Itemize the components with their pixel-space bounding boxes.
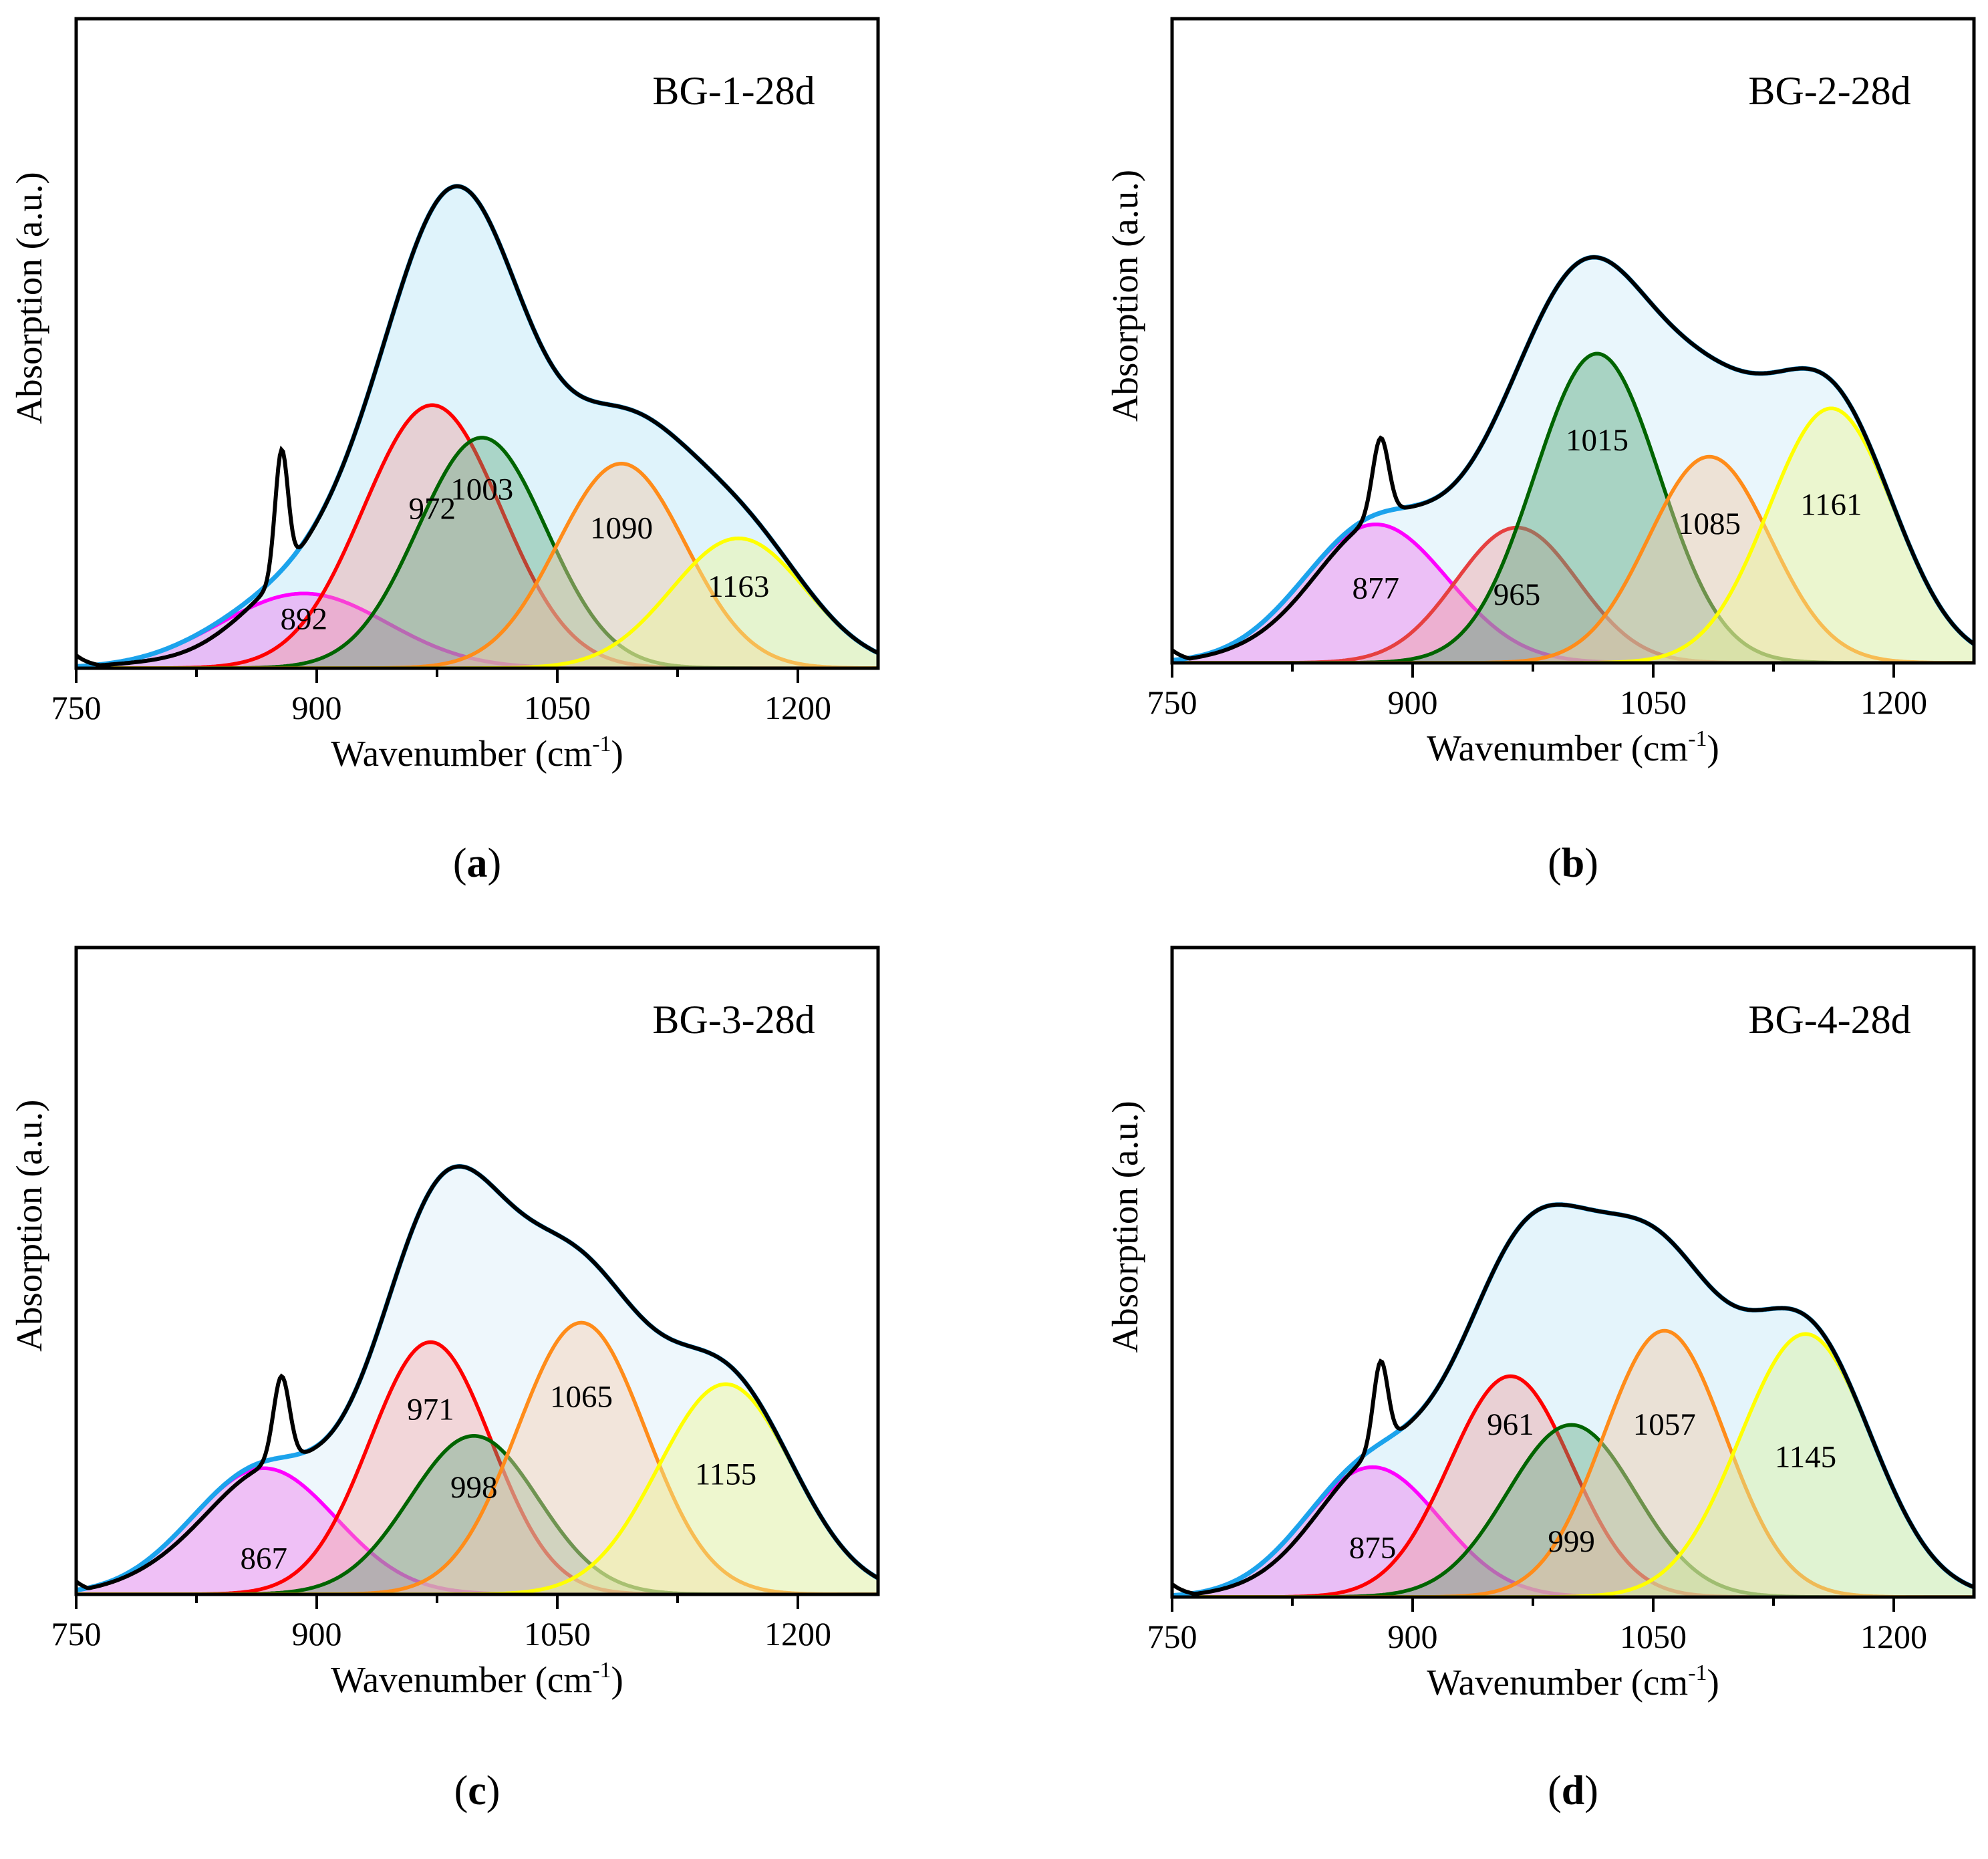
plot-frame: [74, 17, 880, 670]
x-tick-label: 900: [1388, 684, 1438, 721]
peak-fill-867: [76, 1468, 878, 1594]
sample-label: BG-4-28d: [1748, 998, 1910, 1042]
panel-caption: (d): [1548, 1768, 1598, 1814]
peak-label-1090: 1090: [590, 511, 653, 546]
peak-label-1057: 1057: [1633, 1407, 1696, 1442]
panel-caption: (b): [1548, 841, 1598, 886]
peak-fill-1161: [1172, 408, 1974, 663]
x-tick-label: 1200: [1860, 1618, 1927, 1655]
x-tick-label: 1050: [524, 1615, 591, 1653]
y-axis-title: Absorption (a.u.): [1105, 170, 1145, 422]
peak-label-892: 892: [281, 602, 328, 637]
panel-b: 877 965 1015 1085 1161 750 900 1050 1200 Wavenumb…: [1105, 17, 1976, 886]
x-tick-label: 750: [1147, 684, 1197, 721]
peak-fill-1090: [76, 463, 878, 668]
peak-label-875: 875: [1349, 1531, 1397, 1566]
envelope-fill: [1172, 257, 1974, 663]
y-axis-title: Absorption (a.u.): [1105, 1101, 1145, 1352]
peak-label-961: 961: [1487, 1407, 1534, 1442]
x-tick-label: 750: [51, 1615, 102, 1653]
peak-label-1161: 1161: [1800, 487, 1862, 522]
x-tick-label: 1200: [1860, 684, 1927, 721]
x-tick-label: 900: [292, 1615, 342, 1653]
x-axis-title: Wavenumber (cm-1): [1427, 1661, 1719, 1703]
x-tick-label: 900: [292, 689, 342, 726]
peak-fill-1057: [1172, 1330, 1974, 1597]
peak-label-999: 999: [1548, 1524, 1595, 1559]
peak-fill-877: [1172, 524, 1974, 663]
peak-label-867: 867: [241, 1541, 288, 1576]
panel-d: 875 961 999 1057 1145 750 900 1050 1200 Wavenumbe…: [1105, 946, 1976, 1814]
x-axis-title: Wavenumber (cm-1): [1427, 726, 1719, 768]
x-tick-label: 1200: [764, 689, 831, 726]
y-axis-title: Absorption (a.u.): [9, 1100, 49, 1352]
x-axis-title: Wavenumber (cm-1): [331, 1658, 623, 1700]
sample-label: BG-2-28d: [1748, 69, 1910, 113]
experimental-curve: [76, 184, 878, 668]
peak-label-1145: 1145: [1775, 1440, 1836, 1475]
peak-label-1085: 1085: [1678, 507, 1741, 541]
peak-fill-1145: [1172, 1334, 1974, 1597]
x-tick-label: 750: [1147, 1618, 1197, 1655]
peak-label-1155: 1155: [695, 1457, 756, 1491]
peak-label-965: 965: [1494, 577, 1541, 612]
peak-fill-971: [76, 1342, 878, 1594]
peak-fill-972: [76, 405, 878, 668]
x-tick-label: 1200: [764, 1615, 831, 1653]
x-tick-label: 900: [1388, 1618, 1438, 1655]
peak-label-1003: 1003: [450, 472, 513, 507]
peak-curve-1085: [1172, 454, 1974, 663]
peak-fill-1085: [1172, 456, 1974, 663]
peak-fill-1155: [76, 1384, 878, 1594]
peak-curve-1057: [1172, 1328, 1974, 1597]
x-tick-label: 1050: [1620, 684, 1687, 721]
peak-curve-1090: [76, 462, 878, 668]
peak-curve-1065: [76, 1320, 878, 1594]
sample-label: BG-1-28d: [652, 69, 815, 113]
peak-fill-1003: [76, 437, 878, 668]
plot-frame: [74, 946, 880, 1596]
envelope-fill: [1172, 1204, 1974, 1597]
plot-area: [76, 1163, 878, 1594]
peak-label-1015: 1015: [1566, 423, 1628, 458]
panel-caption: (a): [453, 841, 501, 886]
sample-label: BG-3-28d: [652, 998, 815, 1042]
x-tick-label: 750: [51, 689, 102, 726]
peak-fill-965: [1172, 527, 1974, 663]
peak-label-971: 971: [407, 1393, 454, 1427]
envelope-fill: [76, 186, 878, 668]
plot-area: [1172, 1202, 1974, 1597]
plot-area: [1172, 255, 1974, 663]
panel-caption: (c): [454, 1768, 501, 1814]
x-tick-label: 1050: [524, 689, 591, 726]
experimental-curve: [1172, 255, 1974, 661]
peak-fill-1065: [76, 1322, 878, 1594]
panel-c: 867 971 998 1065 1155 750 900 1050 1200 Wavenumbe…: [9, 946, 880, 1814]
peak-label-1065: 1065: [550, 1379, 613, 1414]
experimental-curve: [1172, 1202, 1974, 1596]
experimental-curve: [76, 1164, 878, 1590]
envelope-fill: [76, 1166, 878, 1594]
peak-fill-961: [1172, 1376, 1974, 1597]
x-tick-label: 1050: [1620, 1618, 1687, 1655]
x-axis-title: Wavenumber (cm-1): [331, 732, 623, 774]
peak-fill-875: [1172, 1467, 1974, 1597]
peak-label-1163: 1163: [708, 569, 769, 604]
peak-fill-1163: [76, 538, 878, 668]
plot-frame: [1170, 17, 1976, 665]
peak-label-998: 998: [450, 1470, 498, 1505]
peak-label-877: 877: [1353, 571, 1400, 606]
peak-label-972: 972: [409, 491, 456, 526]
peak-fill-1015: [1172, 353, 1974, 663]
plot-frame: [1170, 946, 1976, 1599]
peak-fill-998: [76, 1435, 878, 1594]
y-axis-title: Absorption (a.u.): [9, 172, 49, 424]
